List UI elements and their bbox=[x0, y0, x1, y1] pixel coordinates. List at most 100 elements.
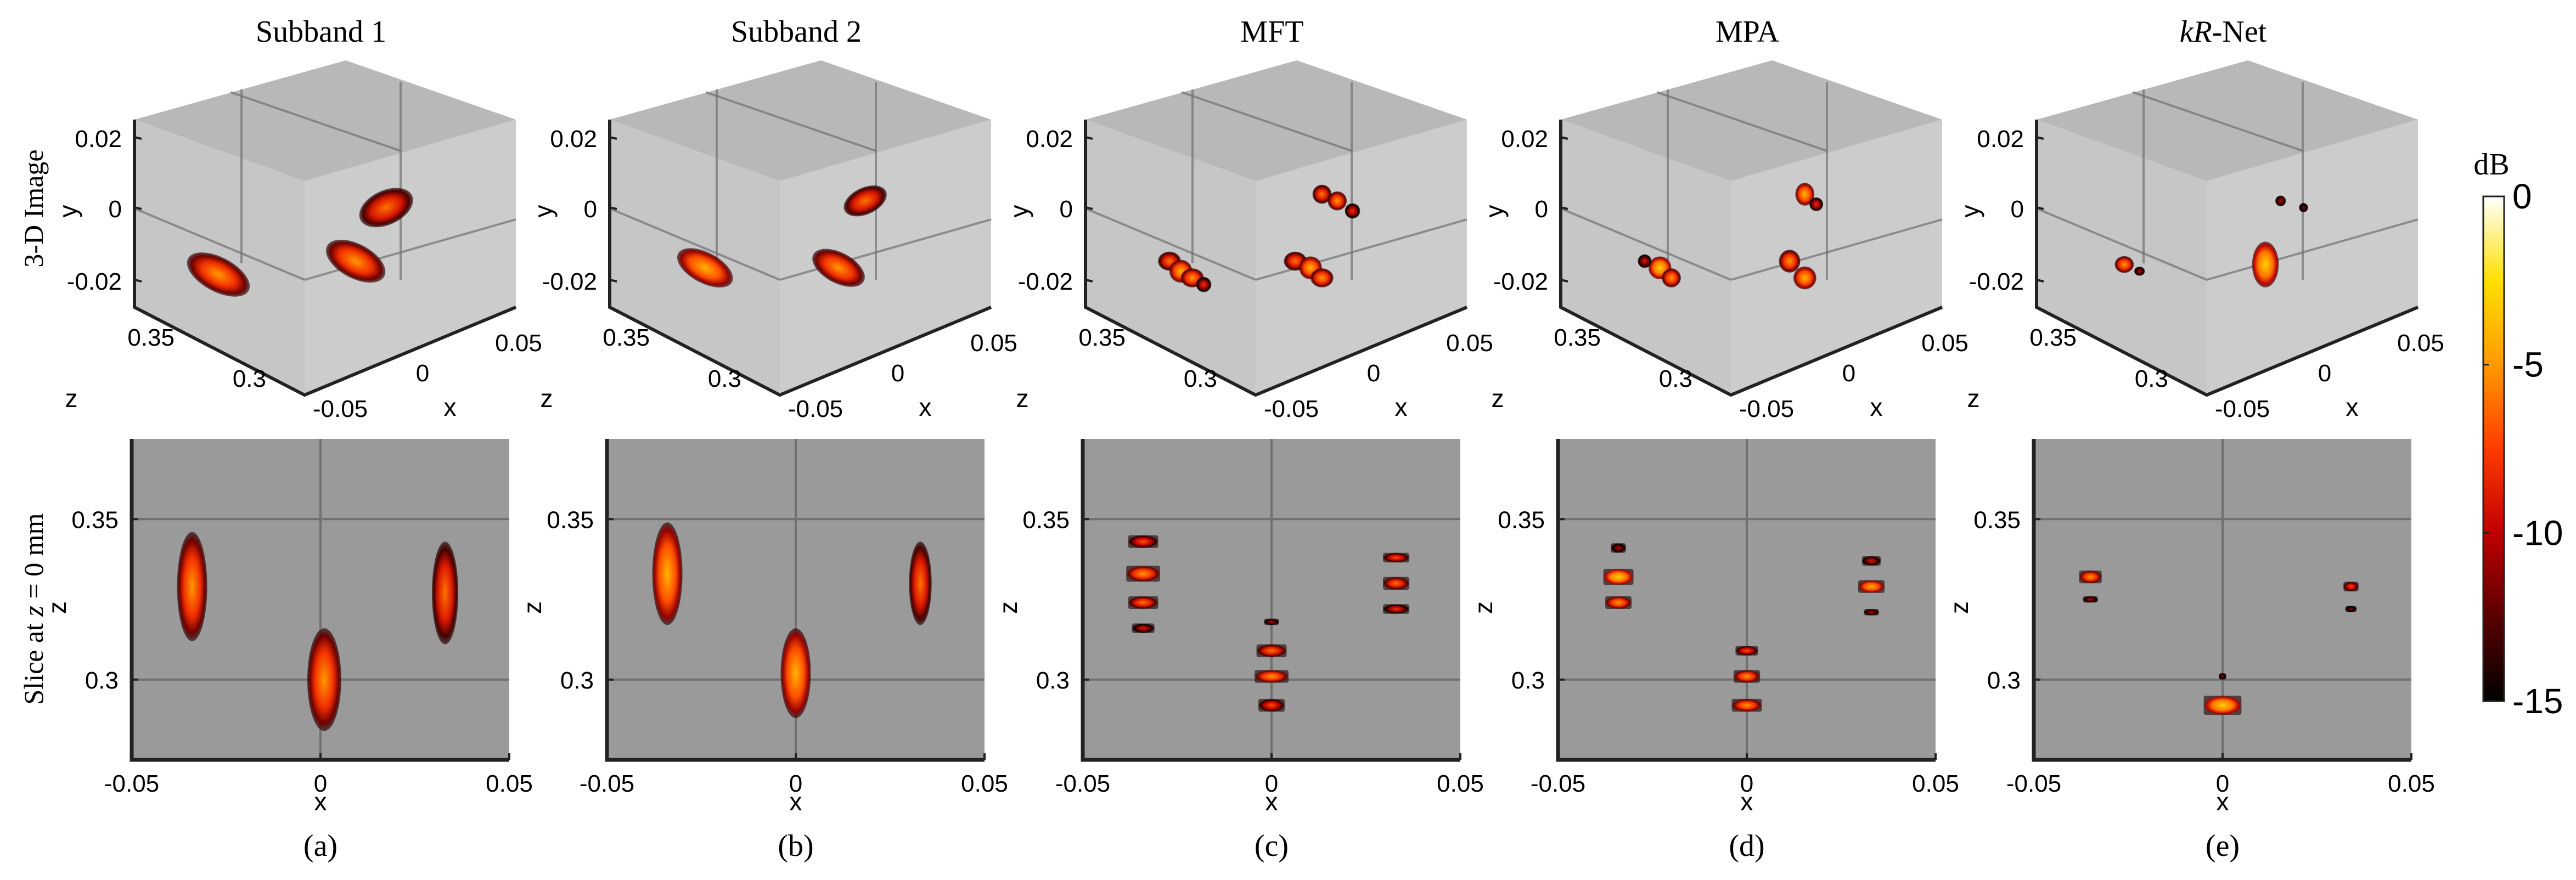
volume-blob bbox=[2252, 241, 2279, 287]
z-tick-label: 0.35 bbox=[127, 324, 175, 351]
slice-target bbox=[2343, 582, 2359, 591]
panel-slice-view: -0.05 0 0.05 x 0.35 0.3 z bbox=[43, 439, 533, 816]
panel-caption: (e) bbox=[2206, 829, 2240, 863]
y-axis-label: y bbox=[54, 205, 82, 218]
y-tick-mark bbox=[1560, 279, 1568, 283]
x-tick-label: 0 bbox=[1842, 360, 1855, 387]
y-tick-label: 0.02 bbox=[1501, 126, 1548, 153]
panel-title-italic: kR bbox=[2180, 15, 2212, 49]
slice-x-axis-label: x bbox=[1741, 787, 1753, 816]
slice-x-axis-label: x bbox=[2217, 787, 2229, 816]
row-label-slice-text-a: Slice at bbox=[18, 616, 49, 704]
slice-y-tick-label: 0.35 bbox=[1022, 506, 1070, 533]
slice-x-tick-label: -0.05 bbox=[1531, 770, 1585, 797]
grid-line bbox=[1560, 207, 1731, 281]
z-tick-label: 0.3 bbox=[1659, 365, 1692, 392]
box-axes bbox=[133, 120, 517, 397]
y-tick-label: 0.02 bbox=[1026, 126, 1073, 153]
x-tick-label: 0.05 bbox=[2397, 330, 2444, 357]
panel-3d-view: 0.02 0 -0.02 y 0.35 0.3 z -0.05 0 0.05 x bbox=[1005, 60, 1493, 422]
slice-y-tick-label: 0.35 bbox=[1498, 506, 1545, 533]
slice-target bbox=[1733, 670, 1761, 683]
panel-slice-view: -0.05 0 0.05 x 0.35 0.3 z bbox=[518, 439, 1008, 816]
slice-target bbox=[2079, 570, 2102, 584]
slice-x-tick-label: -0.05 bbox=[104, 770, 159, 797]
box-floor-top bbox=[134, 60, 516, 181]
z-tick-label: 0.35 bbox=[2029, 324, 2077, 351]
x-tick-label: -0.05 bbox=[2215, 396, 2270, 422]
row-label-slice-var: z bbox=[18, 606, 49, 617]
colorbar-ticks: 0 -5 -10 -15 bbox=[2483, 177, 2563, 721]
x-axis-label: x bbox=[1870, 393, 1883, 421]
slice-target bbox=[1382, 577, 1410, 590]
slice-x-tick-label: 0.05 bbox=[961, 770, 1008, 797]
grid-line bbox=[1181, 91, 1352, 152]
colorbar-tick-label: -15 bbox=[2512, 681, 2563, 721]
panel-title: MPA bbox=[1716, 15, 1780, 49]
slice-target bbox=[431, 541, 459, 645]
panel-title-text: MPA bbox=[1716, 15, 1780, 49]
y-tick-label: -0.02 bbox=[1018, 268, 1073, 295]
slice-y-axis-label: z bbox=[43, 601, 71, 614]
slice-x-axis-label: x bbox=[314, 787, 327, 816]
slice-y-tick-label: 0.3 bbox=[560, 667, 594, 694]
y-tick-mark bbox=[2036, 136, 2044, 140]
box-right-wall bbox=[1256, 120, 1467, 395]
slice-target bbox=[2203, 696, 2242, 715]
panel-title-text: MFT bbox=[1240, 15, 1303, 49]
panel-caption: (a) bbox=[303, 829, 338, 863]
grid-line bbox=[705, 91, 876, 152]
slice-target bbox=[1264, 618, 1279, 625]
y-tick-label: 0.02 bbox=[75, 126, 122, 153]
y-tick-label: 0.02 bbox=[550, 126, 597, 153]
grid-line bbox=[2036, 207, 2207, 281]
panel-title: Subband 2 bbox=[731, 15, 862, 49]
slice-target bbox=[1731, 698, 1762, 712]
grid-line bbox=[1730, 218, 1943, 281]
slice-target bbox=[1256, 644, 1287, 657]
slice-target bbox=[1258, 698, 1285, 712]
z-tick-label: 0.3 bbox=[2135, 365, 2168, 392]
z-axis-label: z bbox=[1967, 384, 1980, 413]
slice-target bbox=[1603, 568, 1634, 585]
slice-y-axis-label: z bbox=[1945, 601, 1973, 614]
y-tick-mark bbox=[1085, 206, 1093, 210]
y-tick-mark bbox=[134, 136, 142, 140]
z-tick-label: 0.35 bbox=[603, 324, 650, 351]
slice-target bbox=[1864, 609, 1879, 616]
grid-line bbox=[2132, 91, 2303, 152]
volume-blob bbox=[1793, 266, 1816, 290]
panel-caption: (d) bbox=[1729, 829, 1764, 863]
slice-target bbox=[652, 522, 683, 625]
y-tick-mark bbox=[1560, 206, 1568, 210]
row-label-slice-text-b: = 0 mm bbox=[18, 513, 49, 606]
slice-target bbox=[2345, 606, 2357, 612]
panel-slice-view: -0.05 0 0.05 x 0.35 0.3 z bbox=[994, 439, 1484, 816]
y-tick-label: 0.02 bbox=[1977, 126, 2024, 153]
panel-title: Subband 1 bbox=[256, 15, 386, 49]
slice-target bbox=[2219, 673, 2226, 680]
y-axis-label: y bbox=[529, 205, 558, 218]
x-tick-label: 0.05 bbox=[495, 330, 542, 357]
panel-caption: (b) bbox=[778, 829, 813, 863]
x-tick-label: -0.05 bbox=[1264, 396, 1319, 422]
slice-target bbox=[177, 532, 207, 641]
x-tick-label: 0 bbox=[1367, 360, 1380, 387]
volume-blob bbox=[1328, 191, 1347, 211]
x-tick-label: 0 bbox=[2318, 360, 2331, 387]
x-tick-label: 0 bbox=[891, 360, 904, 387]
grid-line bbox=[2206, 218, 2418, 281]
slice-x-axis-label: x bbox=[790, 787, 802, 816]
slice-x-tick-label: 0 bbox=[789, 770, 802, 797]
slice-y-axis-label: z bbox=[994, 601, 1022, 614]
panel-caption: (c) bbox=[1255, 829, 1289, 863]
x-tick-label: 0.05 bbox=[970, 330, 1017, 357]
y-tick-label: 0 bbox=[109, 196, 122, 223]
volume-blob bbox=[677, 248, 733, 288]
grid-line bbox=[230, 91, 401, 152]
x-tick-label: 0.05 bbox=[1446, 330, 1493, 357]
slice-x-tick-label: 0.05 bbox=[1912, 770, 1959, 797]
box-right-wall bbox=[780, 120, 991, 395]
box-axes bbox=[1559, 120, 1943, 397]
